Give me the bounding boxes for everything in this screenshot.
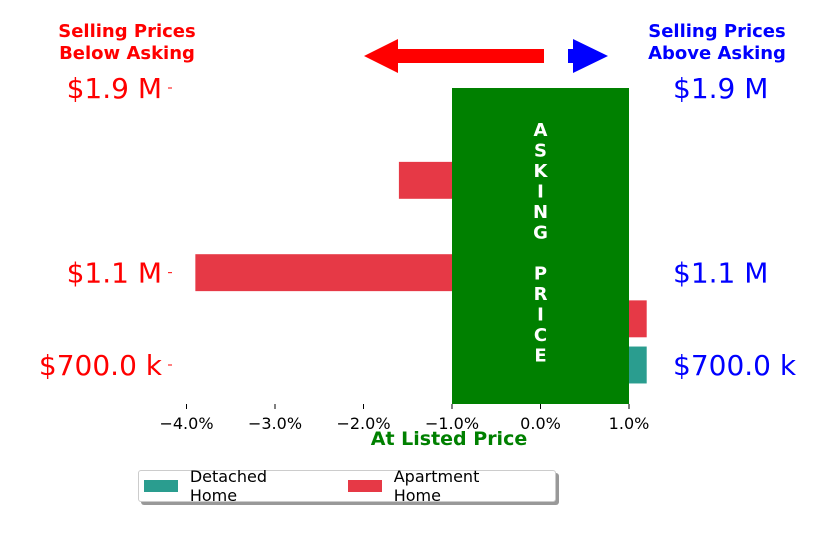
x-tick-label: 0.0% <box>520 414 561 433</box>
asking-price-letter: A <box>534 120 548 141</box>
right-arrow-icon <box>568 39 608 73</box>
legend-swatch-detached <box>144 480 178 492</box>
legend-swatch-apartment <box>347 480 382 492</box>
asking-price-letter: N <box>533 202 548 223</box>
y-tick-label-left: $1.9 M <box>67 72 162 105</box>
x-tick-label: −2.0% <box>336 414 390 433</box>
x-tick-label: −1.0% <box>425 414 479 433</box>
asking-price-rect <box>452 88 629 404</box>
legend-item-apartment: Apartment Home <box>347 467 527 505</box>
x-tick-label: 1.0% <box>609 414 650 433</box>
legend-label-apartment: Apartment Home <box>393 467 480 505</box>
legend-item-detached: Detached Home <box>144 467 315 505</box>
y-tick-label-left: $700.0 k <box>39 349 163 382</box>
asking-price-letter: E <box>534 346 546 367</box>
y-tick-label-right: $700.0 k <box>673 349 797 382</box>
x-tick-label: −4.0% <box>159 414 213 433</box>
asking-price-letter: I <box>537 305 544 326</box>
y-tick-label-right: $1.1 M <box>673 257 768 290</box>
x-axis-label: At Listed Price <box>371 428 527 450</box>
asking-price-letter: G <box>533 223 548 244</box>
asking-price-letter: R <box>534 284 548 305</box>
asking-price-letter: I <box>537 182 544 203</box>
y-tick-label-left: $1.1 M <box>67 257 162 290</box>
below-asking-header: Selling Prices Below Asking <box>17 21 237 65</box>
legend: Detached Home Apartment Home <box>138 467 556 505</box>
axes-layer: −4.0% −3.0% −2.0% −1.0% 0.0% 1.0% $700.0 k $700… <box>39 72 797 433</box>
above-asking-line2: Above Asking <box>648 43 786 64</box>
direction-arrows <box>364 39 608 73</box>
asking-price-letter: C <box>534 325 547 346</box>
legend-label-detached: Detached Home <box>189 467 267 505</box>
asking-price-letter: K <box>534 161 549 182</box>
above-asking-header: Selling Prices Above Asking <box>607 21 827 65</box>
asking-price-letter: S <box>534 141 547 162</box>
x-tick-label: −3.0% <box>248 414 302 433</box>
y-tick-label-right: $1.9 M <box>673 72 768 105</box>
left-arrow-icon <box>364 39 544 73</box>
below-asking-line2: Below Asking <box>59 43 195 64</box>
above-asking-line1: Selling Prices <box>648 21 786 42</box>
asking-price-letter: P <box>534 264 547 285</box>
below-asking-line1: Selling Prices <box>58 21 196 42</box>
